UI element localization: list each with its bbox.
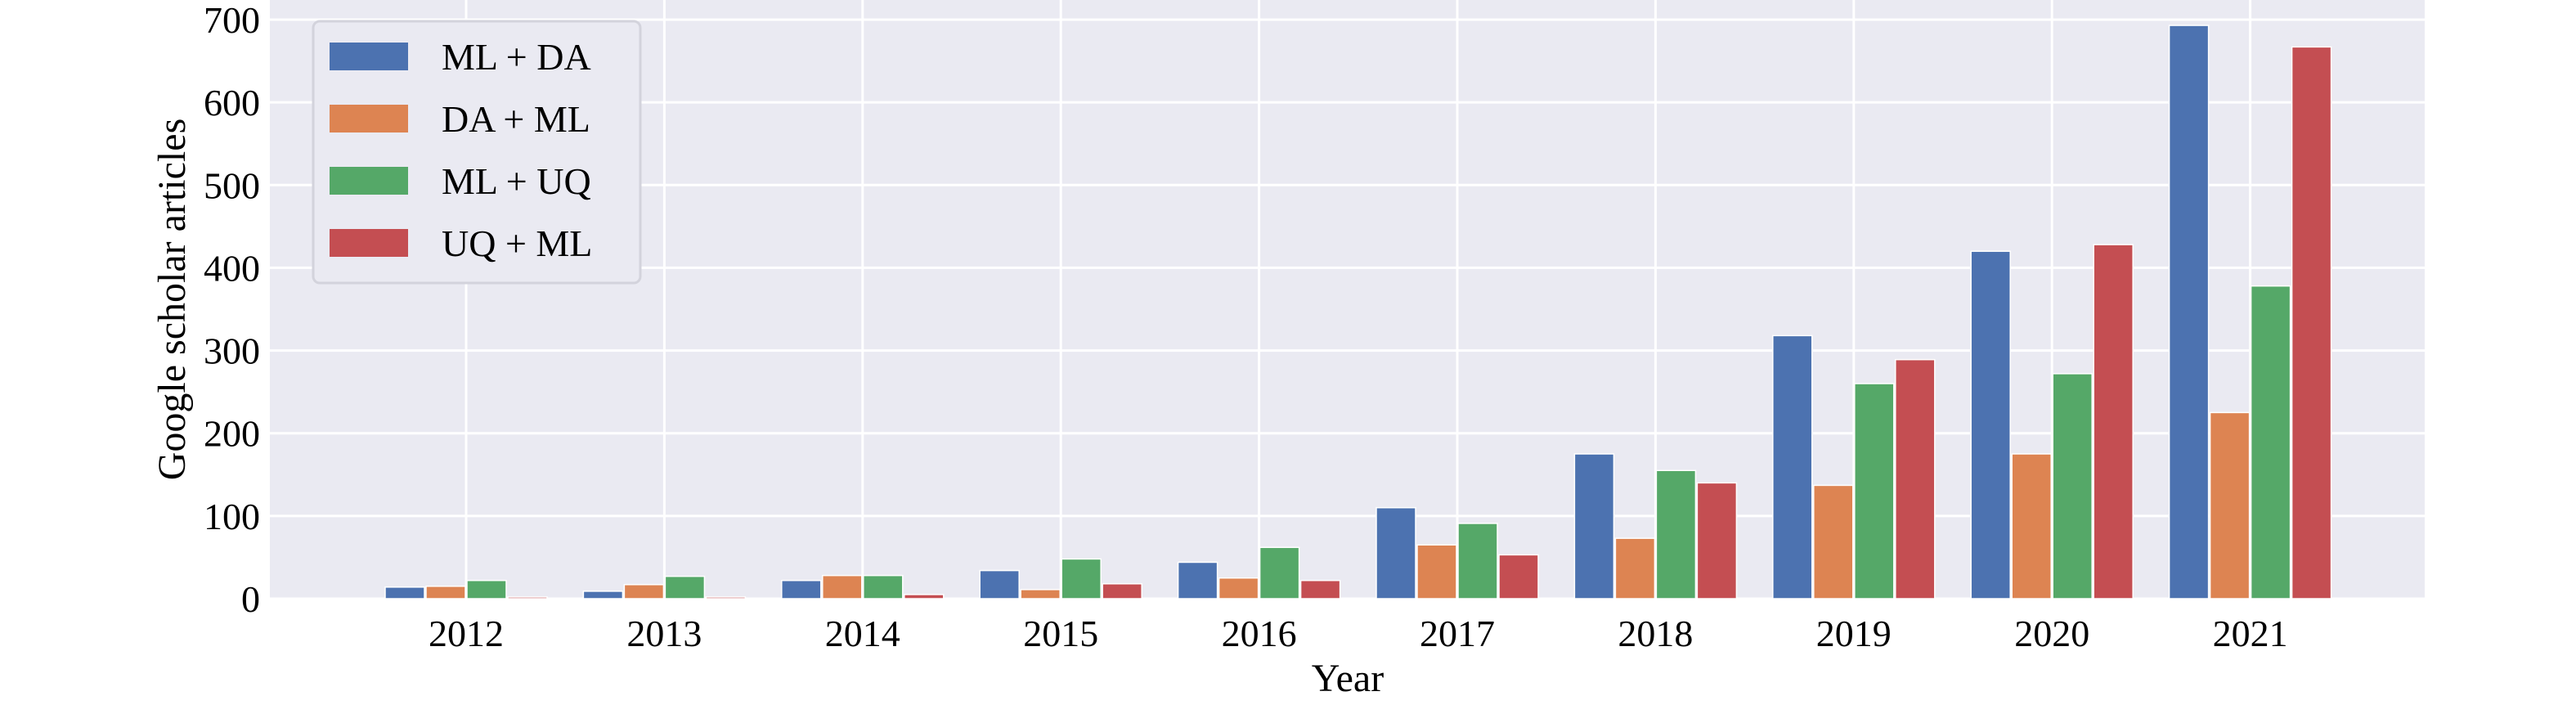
x-tick-label: 2014: [825, 613, 900, 654]
x-tick-label: 2012: [429, 613, 504, 654]
y-axis-title: Google scholar articles: [150, 119, 194, 481]
bar: [582, 590, 624, 599]
bar: [1061, 558, 1102, 599]
legend-label: DA + ML: [442, 98, 590, 140]
bar: [623, 584, 665, 599]
x-tick-label: 2021: [2213, 613, 2288, 654]
bar: [2011, 453, 2052, 599]
x-tick-label: 2015: [1023, 613, 1098, 654]
bar: [1970, 250, 2011, 599]
x-tick-label: 2019: [1816, 613, 1892, 654]
bar: [2291, 46, 2332, 599]
bar: [1854, 383, 1895, 599]
bar: [1102, 583, 1142, 599]
legend-label: ML + DA: [442, 36, 591, 78]
x-tick-label: 2018: [1618, 613, 1693, 654]
bar: [384, 586, 425, 599]
bar: [1020, 589, 1061, 599]
bar: [979, 569, 1020, 599]
y-tick-label: 500: [204, 164, 260, 206]
bar: [507, 596, 548, 599]
bar: [863, 574, 904, 599]
x-axis-title: Year: [1312, 657, 1384, 700]
x-tick-label: 2016: [1222, 613, 1297, 654]
legend-label: UQ + ML: [442, 222, 592, 264]
bar: [2209, 411, 2251, 599]
bar: [2052, 373, 2093, 599]
bar: [1614, 537, 1656, 599]
bar: [1376, 506, 1416, 599]
y-tick-label: 300: [204, 330, 260, 372]
bar: [1498, 554, 1539, 599]
bar: [904, 594, 945, 599]
legend-swatch: [330, 105, 408, 132]
legend-box: [312, 20, 642, 285]
legend-swatch: [330, 43, 408, 70]
x-tick-label: 2017: [1420, 613, 1495, 654]
bar: [1573, 453, 1615, 599]
bar: [1259, 546, 1300, 599]
y-tick-labels: 0 100 200 300 400 500 600 700: [204, 0, 260, 620]
bar: [1416, 544, 1457, 599]
y-tick-label: 400: [204, 247, 260, 289]
bar: [1299, 579, 1341, 599]
legend: ML + DA DA + ML ML + UQ UQ + ML: [312, 20, 642, 285]
legend-swatch: [330, 229, 408, 257]
bar: [781, 579, 822, 599]
bar: [1696, 482, 1738, 599]
bar: [1177, 561, 1218, 599]
bar: [822, 574, 863, 599]
y-tick-label: 100: [204, 496, 260, 537]
x-tick-label: 2020: [2014, 613, 2089, 654]
bar: [2168, 25, 2210, 599]
legend-label: ML + UQ: [442, 160, 591, 202]
x-tick-labels: 2012 2013 2014 2015 2016 2017 2018 2019 2020 2021: [429, 613, 2288, 654]
bar: [1218, 577, 1259, 599]
bar: [2250, 285, 2291, 599]
bar: [1895, 358, 1936, 599]
bar: [425, 586, 466, 599]
bar: [1813, 484, 1854, 599]
y-tick-label: 200: [204, 413, 260, 455]
bar: [1655, 469, 1697, 599]
bar: [2093, 244, 2134, 599]
bar: [1772, 335, 1813, 599]
bar: [664, 575, 706, 599]
bar: [1457, 523, 1498, 599]
y-tick-label: 700: [204, 0, 260, 41]
legend-swatch: [330, 167, 408, 195]
x-tick-label: 2013: [626, 613, 702, 654]
y-tick-label: 0: [241, 578, 260, 620]
y-tick-label: 600: [204, 82, 260, 123]
bars: [384, 25, 2332, 599]
bar: [705, 596, 747, 599]
bar: [466, 579, 507, 599]
